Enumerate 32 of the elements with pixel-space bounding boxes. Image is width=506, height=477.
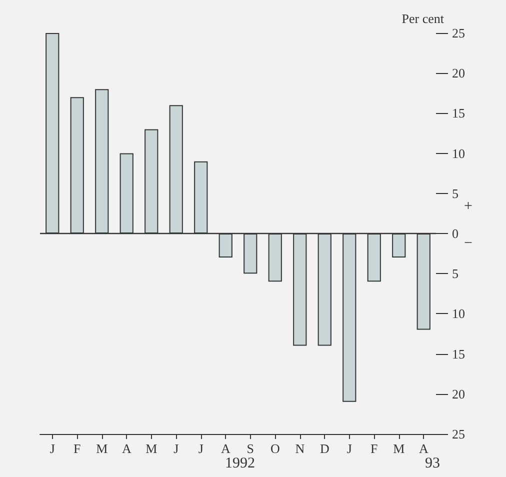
y-tick-label: 10 xyxy=(452,306,465,322)
x-tick-label: M xyxy=(393,441,406,456)
x-tick-label: J xyxy=(198,441,204,456)
text: 93 xyxy=(425,456,440,472)
x-tick-label: J xyxy=(174,441,179,456)
y-tick-label: 5 xyxy=(452,186,458,201)
x-tick-label: M xyxy=(146,441,158,456)
y-axis-title: Per cent xyxy=(402,11,444,26)
x-tick-label: D xyxy=(320,441,330,456)
y-tick-label: 25 xyxy=(452,26,465,40)
y-tick-label: 5 xyxy=(452,266,458,282)
y-tick-label: 25 xyxy=(452,426,465,442)
text: 1992 xyxy=(225,456,255,472)
y-tick-label: 15 xyxy=(452,346,465,362)
x-tick-label: A xyxy=(418,441,429,456)
x-tick-label: J xyxy=(50,441,55,456)
x-tick-label: O xyxy=(270,441,280,456)
y-tick-label: 10 xyxy=(452,146,465,161)
y-tick-label: 15 xyxy=(452,106,465,121)
x-tick-label: N xyxy=(295,441,306,456)
x-tick-label: F xyxy=(370,441,378,456)
x-tick-label: F xyxy=(74,441,81,456)
text: − xyxy=(464,236,472,252)
y-tick-label: 20 xyxy=(452,386,465,402)
x-tick-label: A xyxy=(122,441,132,456)
x-tick-label: M xyxy=(96,441,108,456)
y-tick-label: 0 xyxy=(452,226,458,241)
x-tick-label: A xyxy=(220,441,231,456)
x-tick-label: S xyxy=(246,441,254,456)
x-tick-label: J xyxy=(346,441,352,456)
text: + xyxy=(464,198,472,214)
y-tick-label: 20 xyxy=(452,66,465,81)
